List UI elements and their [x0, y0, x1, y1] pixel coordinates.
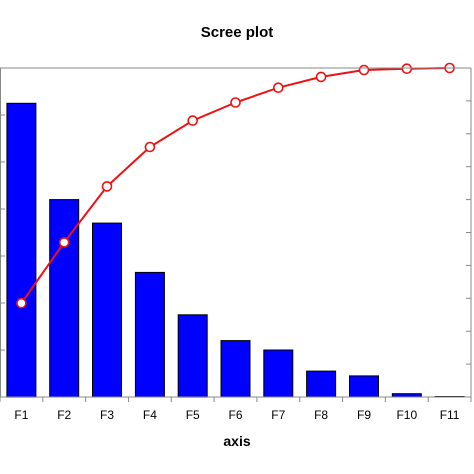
chart-title: Scree plot	[201, 24, 274, 41]
line-point-f8	[315, 71, 327, 83]
bar-f1	[6, 102, 37, 398]
line-point-f3	[101, 181, 113, 192]
x-tick-label-f11: F11	[440, 408, 460, 422]
line-point-f5	[187, 115, 198, 126]
line-point-f2	[58, 237, 70, 248]
x-tick-labels: F1 F2 F3 F4 F5 F6 F7 F8 F9 F10 F11	[14, 408, 459, 422]
x-axis-label: axis	[223, 433, 250, 449]
bar-f8	[306, 370, 337, 398]
line-point-f1	[16, 297, 27, 309]
line-point-f6	[230, 97, 241, 108]
x-tick-label-f7: F7	[271, 408, 285, 422]
x-tick-label-f5: F5	[186, 408, 200, 422]
x-tick-label-f8: F8	[314, 408, 328, 422]
bar-f3	[92, 222, 122, 398]
bar-f4	[134, 271, 165, 398]
cumulative-line-series	[16, 62, 455, 309]
bar-f9	[349, 375, 379, 398]
x-tick-label-f9: F9	[357, 408, 371, 422]
x-tick-label-f4: F4	[143, 408, 157, 422]
x-tick-label-f3: F3	[100, 408, 114, 422]
x-tick-label-f10: F10	[396, 408, 417, 422]
bar-f5	[177, 314, 208, 398]
bar-f2	[49, 199, 80, 398]
line-point-f10	[401, 63, 413, 74]
x-tick-label-f2: F2	[57, 408, 71, 422]
line-point-f9	[358, 64, 370, 76]
bar-series	[6, 102, 465, 398]
axes	[0, 67, 472, 402]
bar-f7	[263, 349, 294, 398]
line-point-f4	[144, 141, 156, 153]
bar-f6	[220, 340, 251, 398]
x-tick-label-f6: F6	[228, 408, 242, 422]
line-point-f7	[272, 82, 284, 93]
x-tick-label-f1: F1	[14, 408, 28, 422]
